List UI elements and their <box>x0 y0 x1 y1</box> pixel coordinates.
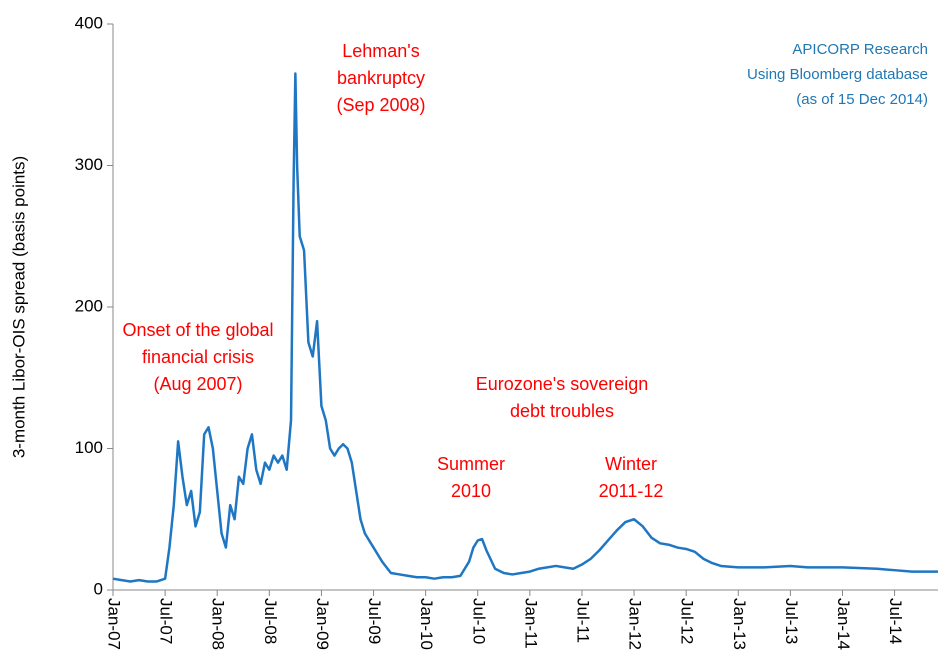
y-axis-label: 3-month Libor-OIS spread (basis points) <box>9 156 28 458</box>
x-tick-label: Jan-13 <box>730 598 749 650</box>
source-note: (as of 15 Dec 2014) <box>796 91 928 108</box>
line-series <box>112 72 938 583</box>
x-tick-label: Jul-07 <box>157 598 176 644</box>
annotation: Lehman's <box>342 41 419 61</box>
source-note: APICORP Research <box>792 41 928 58</box>
source-note: Using Bloomberg database <box>747 66 928 83</box>
x-tick-label: Jul-11 <box>573 598 592 643</box>
y-tick-label: 400 <box>75 13 103 32</box>
annotation: Winter <box>605 454 657 474</box>
x-tick-label: Jul-13 <box>782 598 801 644</box>
x-tick-label: Jul-09 <box>365 598 384 644</box>
y-tick-label: 300 <box>75 155 103 174</box>
annotation: debt troubles <box>510 401 614 421</box>
x-tick-label: Jan-07 <box>105 598 124 650</box>
annotation: Onset of the global <box>122 320 273 340</box>
x-tick-label: Jan-10 <box>417 598 436 650</box>
annotation: bankruptcy <box>337 68 425 88</box>
x-tick-label: Jan-14 <box>834 598 853 650</box>
y-tick-label: 0 <box>94 579 103 598</box>
annotation: Summer <box>437 454 505 474</box>
y-tick-label: 200 <box>75 296 103 315</box>
x-tick-label: Jul-14 <box>886 598 905 644</box>
annotation: Eurozone's sovereign <box>476 374 649 394</box>
x-tick-label: Jan-11 <box>521 598 540 649</box>
x-tick-label: Jan-08 <box>209 598 228 650</box>
annotation: 2011-12 <box>599 481 664 501</box>
annotation: (Aug 2007) <box>153 374 242 394</box>
x-tick-label: Jul-12 <box>678 598 697 644</box>
x-tick-label: Jul-10 <box>469 598 488 644</box>
annotation: 2010 <box>451 481 491 501</box>
x-tick-label: Jan-09 <box>313 598 332 650</box>
annotation: (Sep 2008) <box>336 95 425 115</box>
x-tick-label: Jan-12 <box>626 598 645 650</box>
annotation: financial crisis <box>142 347 254 367</box>
x-tick-label: Jul-08 <box>261 598 280 644</box>
y-tick-label: 100 <box>75 438 103 457</box>
